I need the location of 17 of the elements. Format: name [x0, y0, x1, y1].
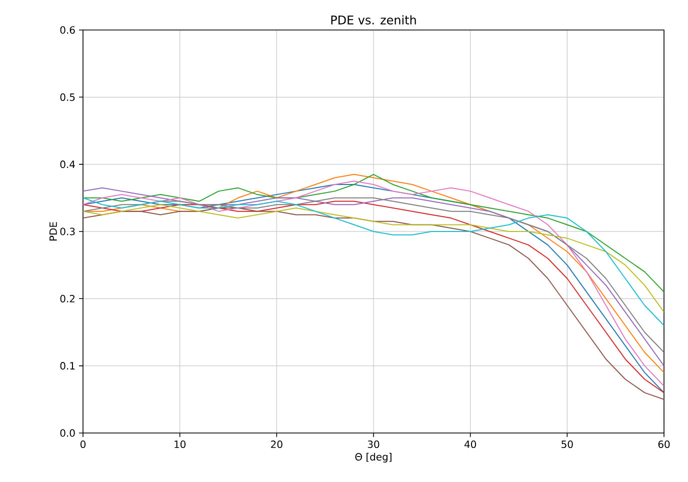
x-tick-label: 30 — [368, 440, 380, 448]
y-tick-label: 0.5 — [60, 93, 75, 101]
x-tick-label: 20 — [271, 440, 282, 448]
x-tick-label: 60 — [658, 440, 670, 448]
y-tick-label: 0.2 — [60, 294, 74, 302]
chart-title: PDE vs. zenith — [331, 15, 416, 24]
y-tick-label: 0.1 — [60, 362, 75, 370]
y-tick-label: 0.6 — [60, 26, 75, 34]
y-tick-label: 0.3 — [60, 228, 75, 236]
x-tick-label: 0 — [80, 440, 86, 448]
x-tick-label: 40 — [464, 440, 476, 448]
y-tick-label: 0.0 — [60, 429, 75, 437]
x-tick-label: 10 — [174, 440, 186, 448]
x-axis-title: Θ [deg] — [355, 452, 392, 463]
y-axis-title: PDE — [50, 222, 57, 240]
x-tick-label: 50 — [562, 440, 573, 448]
y-tick-label: 0.4 — [60, 160, 75, 168]
